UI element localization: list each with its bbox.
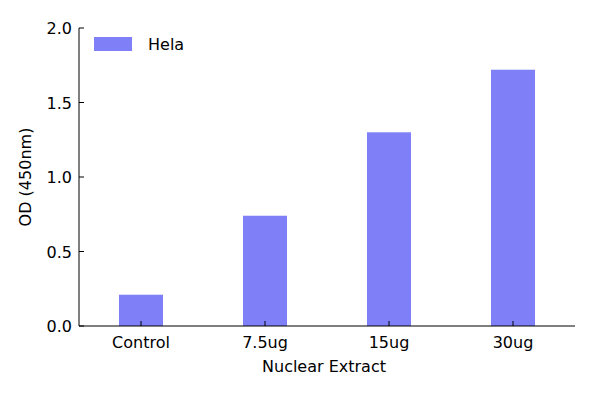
x-tick bbox=[141, 321, 142, 326]
y-tick-label: 1.5 bbox=[47, 94, 72, 113]
y-tick-label: 0.5 bbox=[47, 243, 72, 262]
x-tick-label: Control bbox=[112, 333, 170, 352]
y-tick bbox=[79, 251, 84, 252]
y-tick-label: 1.0 bbox=[47, 168, 72, 187]
x-tick bbox=[513, 321, 514, 326]
y-tick bbox=[79, 177, 84, 178]
x-axis-line bbox=[79, 326, 575, 327]
y-tick-label: 0.0 bbox=[47, 317, 72, 336]
y-tick bbox=[79, 326, 84, 327]
bar bbox=[119, 295, 163, 326]
x-tick bbox=[389, 321, 390, 326]
bar bbox=[491, 70, 535, 326]
y-tick-label: 2.0 bbox=[47, 19, 72, 38]
x-tick-label: 30ug bbox=[493, 333, 534, 352]
x-tick bbox=[265, 321, 266, 326]
legend: Hela bbox=[94, 35, 184, 54]
x-tick-label: 15ug bbox=[369, 333, 410, 352]
chart-svg: 0.0 0.5 1.0 1.5 2.0 Control 7.5ug 15ug 30ug Nucle… bbox=[0, 0, 590, 393]
bar bbox=[243, 216, 287, 326]
bar bbox=[367, 132, 411, 326]
bars bbox=[119, 70, 535, 326]
y-tick bbox=[79, 102, 84, 103]
y-tick bbox=[79, 28, 84, 29]
y-axis-label: OD (450nm) bbox=[16, 128, 35, 227]
legend-label: Hela bbox=[148, 35, 184, 54]
x-tick-label: 7.5ug bbox=[242, 333, 288, 352]
legend-swatch bbox=[94, 37, 132, 51]
chart-container: 0.0 0.5 1.0 1.5 2.0 Control 7.5ug 15ug 30ug Nucle… bbox=[0, 0, 590, 393]
x-axis-label: Nuclear Extract bbox=[262, 357, 386, 376]
